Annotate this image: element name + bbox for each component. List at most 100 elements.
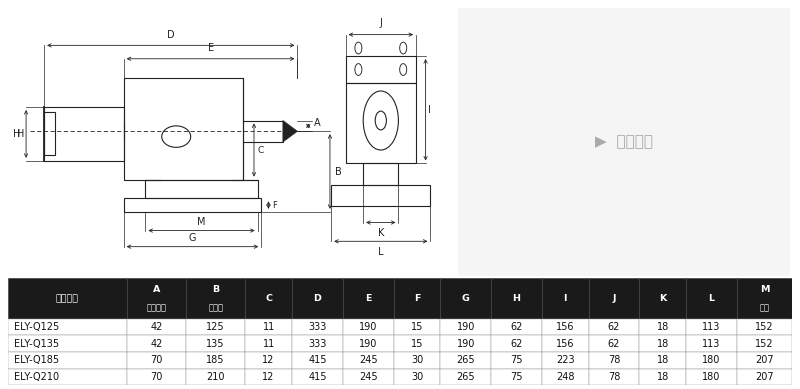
Bar bbox=[639, 368, 686, 385]
Text: 12: 12 bbox=[262, 372, 275, 382]
Bar bbox=[440, 368, 491, 385]
Bar bbox=[186, 335, 246, 352]
Text: L: L bbox=[378, 247, 383, 257]
Text: F: F bbox=[272, 201, 277, 210]
Text: 42: 42 bbox=[150, 322, 162, 332]
Text: 245: 245 bbox=[359, 355, 378, 365]
Bar bbox=[342, 368, 394, 385]
Text: I: I bbox=[563, 294, 567, 303]
Text: B: B bbox=[212, 285, 219, 294]
Bar bbox=[44, 107, 124, 161]
Bar bbox=[639, 335, 686, 352]
Bar bbox=[394, 368, 440, 385]
Text: M: M bbox=[198, 217, 206, 226]
Text: 156: 156 bbox=[556, 339, 574, 349]
Bar bbox=[342, 319, 394, 335]
Bar bbox=[292, 319, 342, 335]
Text: ELY-Q185: ELY-Q185 bbox=[14, 355, 59, 365]
Bar bbox=[491, 278, 542, 319]
Bar bbox=[363, 163, 398, 185]
Bar bbox=[737, 278, 792, 319]
Bar bbox=[491, 352, 542, 368]
Bar bbox=[186, 368, 246, 385]
Text: C: C bbox=[258, 145, 264, 154]
Bar bbox=[246, 319, 292, 335]
Bar bbox=[126, 368, 186, 385]
Bar bbox=[146, 180, 258, 198]
Bar bbox=[246, 352, 292, 368]
Text: D: D bbox=[167, 30, 174, 40]
Bar bbox=[589, 368, 639, 385]
Bar bbox=[440, 278, 491, 319]
Bar bbox=[737, 368, 792, 385]
Bar bbox=[491, 319, 542, 335]
Text: 185: 185 bbox=[206, 355, 225, 365]
Bar bbox=[126, 278, 186, 319]
Text: H: H bbox=[17, 129, 24, 139]
Bar bbox=[686, 319, 737, 335]
Text: 210: 210 bbox=[206, 372, 225, 382]
Bar bbox=[246, 368, 292, 385]
Bar bbox=[342, 352, 394, 368]
Text: 中心高: 中心高 bbox=[208, 303, 223, 312]
Text: E: E bbox=[365, 294, 371, 303]
Text: 207: 207 bbox=[755, 355, 774, 365]
Bar bbox=[292, 352, 342, 368]
Bar bbox=[542, 352, 589, 368]
Bar bbox=[639, 319, 686, 335]
Bar bbox=[346, 83, 416, 163]
Text: 223: 223 bbox=[556, 355, 574, 365]
Text: F: F bbox=[414, 294, 420, 303]
Text: G: G bbox=[462, 294, 470, 303]
Bar bbox=[394, 278, 440, 319]
Text: 207: 207 bbox=[755, 372, 774, 382]
Text: 62: 62 bbox=[608, 322, 620, 332]
Bar bbox=[126, 319, 186, 335]
Bar bbox=[686, 278, 737, 319]
Bar bbox=[8, 368, 126, 385]
Bar bbox=[331, 185, 430, 207]
Bar bbox=[394, 335, 440, 352]
Bar bbox=[246, 335, 292, 352]
Text: 18: 18 bbox=[657, 322, 669, 332]
Text: C: C bbox=[265, 294, 272, 303]
Text: L: L bbox=[709, 294, 714, 303]
Bar bbox=[44, 112, 55, 156]
Bar bbox=[8, 335, 126, 352]
Text: K: K bbox=[378, 228, 384, 238]
Bar bbox=[440, 352, 491, 368]
Text: 18: 18 bbox=[657, 355, 669, 365]
Text: ▶  气动尾座: ▶ 气动尾座 bbox=[595, 135, 654, 149]
Text: 248: 248 bbox=[556, 372, 574, 382]
Bar bbox=[542, 335, 589, 352]
Bar bbox=[292, 368, 342, 385]
Text: 12: 12 bbox=[262, 355, 275, 365]
Bar bbox=[342, 335, 394, 352]
Text: ELY-Q135: ELY-Q135 bbox=[14, 339, 59, 349]
Bar bbox=[346, 56, 416, 83]
FancyBboxPatch shape bbox=[452, 2, 797, 282]
Bar bbox=[440, 335, 491, 352]
Text: 135: 135 bbox=[206, 339, 225, 349]
Bar bbox=[542, 278, 589, 319]
Bar bbox=[589, 335, 639, 352]
Text: 125: 125 bbox=[206, 322, 225, 332]
Bar bbox=[737, 319, 792, 335]
Text: 113: 113 bbox=[702, 339, 721, 349]
Bar bbox=[639, 278, 686, 319]
Bar bbox=[542, 319, 589, 335]
Bar bbox=[8, 278, 126, 319]
Text: 415: 415 bbox=[308, 355, 326, 365]
Text: G: G bbox=[189, 233, 196, 243]
Text: 180: 180 bbox=[702, 372, 721, 382]
Bar bbox=[440, 319, 491, 335]
Bar bbox=[186, 352, 246, 368]
Text: B: B bbox=[335, 166, 342, 177]
Text: 11: 11 bbox=[262, 322, 274, 332]
Text: 30: 30 bbox=[411, 372, 423, 382]
Bar bbox=[292, 335, 342, 352]
Text: K: K bbox=[659, 294, 666, 303]
Bar bbox=[686, 368, 737, 385]
Text: 18: 18 bbox=[657, 372, 669, 382]
Text: 265: 265 bbox=[456, 355, 475, 365]
